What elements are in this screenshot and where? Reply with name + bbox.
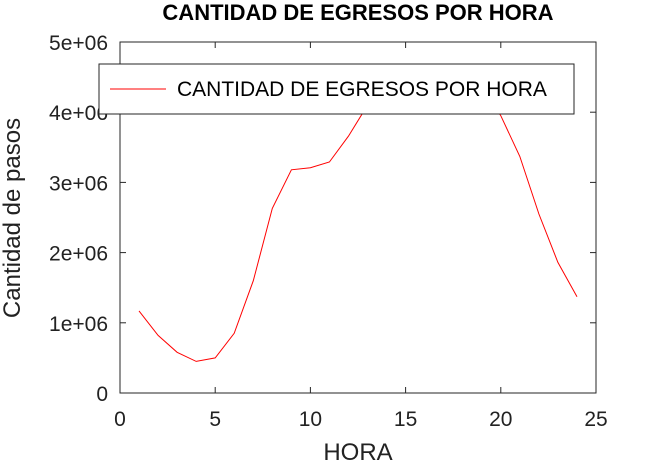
x-tick-label: 20 (489, 408, 512, 431)
chart-title: CANTIDAD DE EGRESOS POR HORA (162, 0, 553, 25)
y-tick-label: 3e+06 (49, 172, 108, 195)
y-tick-label: 1e+06 (49, 313, 108, 336)
x-tick-label: 15 (394, 408, 417, 431)
x-tick-label: 0 (114, 408, 126, 431)
x-axis-label: HORA (323, 439, 392, 462)
y-tick-label: 2e+06 (49, 243, 108, 266)
y-axis-label: Cantidad de pasos (0, 118, 26, 318)
legend: CANTIDAD DE EGRESOS POR HORA (99, 64, 574, 114)
x-tick-label: 25 (584, 408, 607, 431)
x-tick-label: 5 (209, 408, 221, 431)
legend-entry-label: CANTIDAD DE EGRESOS POR HORA (177, 78, 547, 101)
y-tick-label: 0 (96, 383, 108, 406)
y-tick-label: 5e+06 (49, 32, 108, 55)
x-tick-label: 10 (299, 408, 322, 431)
